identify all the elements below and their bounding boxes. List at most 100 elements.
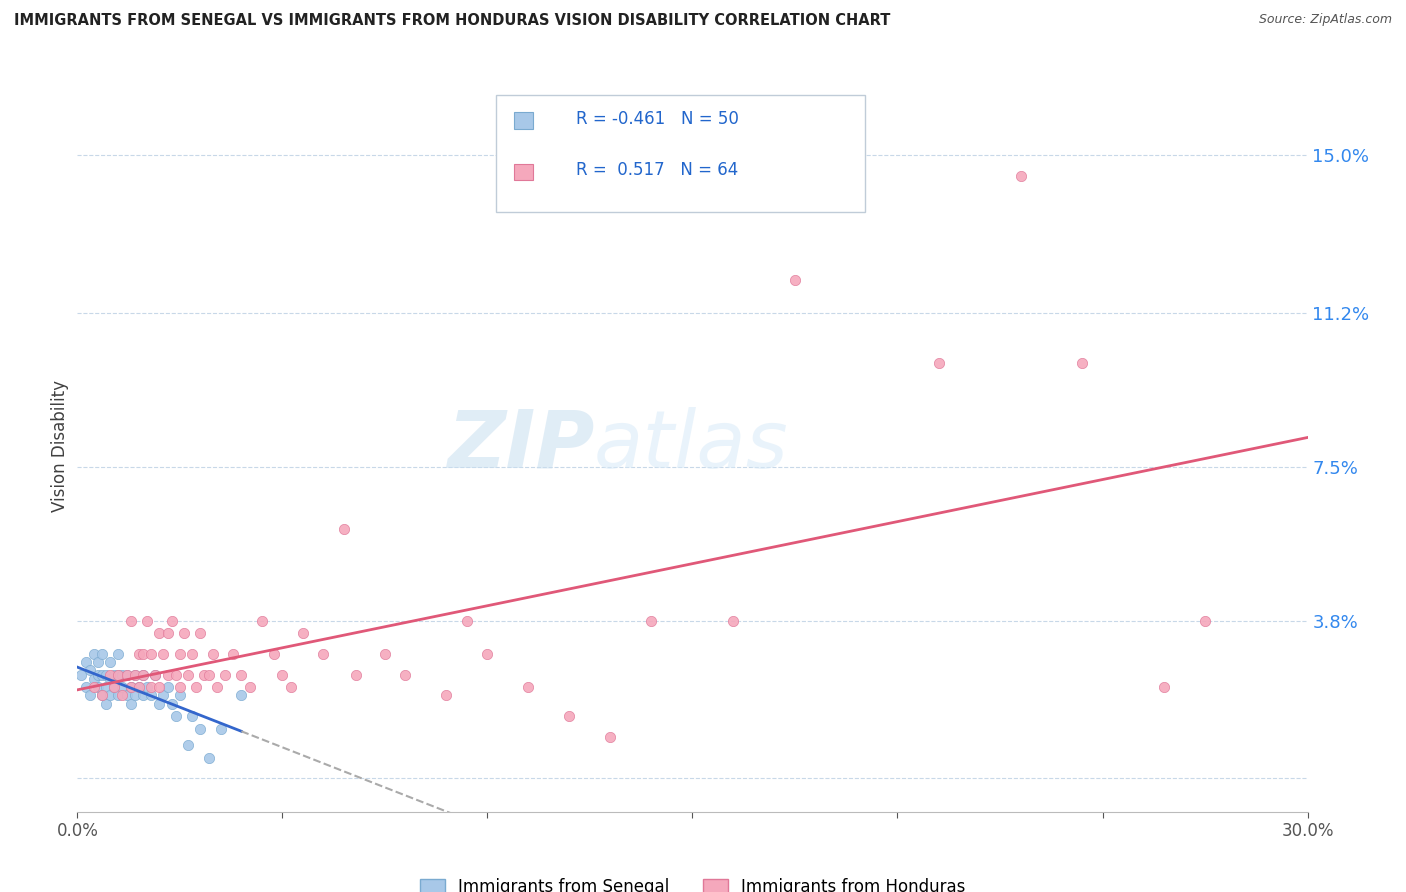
Point [148,626,170,640]
Point [156,667,179,681]
Point [83,672,105,686]
Point [79,689,101,703]
Point [214,667,236,681]
Point [90,689,114,703]
Point [558,709,581,723]
Point [152,689,174,703]
Point [87,680,110,694]
Point [107,667,129,681]
Point [111,680,134,694]
Point [124,667,146,681]
Point [291,626,314,640]
Point [928,356,950,370]
Point [94,667,117,681]
Text: R =  0.517   N = 64: R = 0.517 N = 64 [575,161,738,179]
Point [98,689,121,703]
Point [374,647,396,661]
Point [640,614,662,628]
Point [231,667,253,681]
Point [477,647,499,661]
FancyBboxPatch shape [515,112,533,128]
Point [83,647,105,661]
Point [141,680,163,694]
Point [160,614,183,628]
Point [143,667,166,681]
Point [132,667,155,681]
Point [394,667,416,681]
Point [188,626,212,640]
Point [205,680,228,694]
Point [193,667,215,681]
Point [456,614,478,628]
Point [124,667,146,681]
Point [160,697,183,711]
Point [599,730,621,744]
Point [115,667,138,681]
Point [94,697,117,711]
Point [156,626,179,640]
Point [120,697,142,711]
Point [98,655,121,669]
Text: ZIP: ZIP [447,407,595,485]
Point [169,647,191,661]
Text: Source: ZipAtlas.com: Source: ZipAtlas.com [1258,13,1392,27]
Point [165,667,187,681]
Point [1194,614,1216,628]
Point [103,667,125,681]
Point [120,680,142,694]
Point [132,647,155,661]
Point [239,680,262,694]
Point [250,614,273,628]
Point [120,680,142,694]
Point [181,647,204,661]
Point [115,667,138,681]
Text: R = -0.461   N = 50: R = -0.461 N = 50 [575,110,738,128]
Point [263,647,285,661]
Point [87,667,110,681]
Point [156,680,179,694]
Point [98,672,121,686]
Point [344,667,367,681]
Point [103,680,125,694]
Point [197,667,219,681]
Point [107,667,129,681]
Point [132,689,155,703]
Point [70,667,93,681]
Y-axis label: Vision Disability: Vision Disability [51,380,69,512]
Point [271,667,294,681]
Point [141,647,163,661]
Point [177,738,200,752]
Point [280,680,302,694]
Point [1153,680,1175,694]
Point [152,647,174,661]
Point [436,689,458,703]
Point [128,680,150,694]
Point [201,647,224,661]
Point [128,647,150,661]
Point [115,689,138,703]
Point [132,667,155,681]
Point [169,680,191,694]
Point [107,647,129,661]
Legend: Immigrants from Senegal, Immigrants from Honduras: Immigrants from Senegal, Immigrants from… [413,871,972,892]
Point [90,647,114,661]
Point [222,647,245,661]
Point [186,680,208,694]
Point [87,655,110,669]
Text: IMMIGRANTS FROM SENEGAL VS IMMIGRANTS FROM HONDURAS VISION DISABILITY CORRELATIO: IMMIGRANTS FROM SENEGAL VS IMMIGRANTS FR… [14,13,890,29]
Point [148,697,170,711]
Point [1010,169,1032,183]
Point [333,522,356,536]
Point [177,667,200,681]
Point [197,750,219,764]
Point [188,722,212,736]
Point [312,647,335,661]
FancyBboxPatch shape [496,95,865,212]
Point [124,689,146,703]
Point [143,667,166,681]
Point [75,680,97,694]
Point [90,667,114,681]
Point [783,273,806,287]
Point [141,689,163,703]
Point [136,680,159,694]
